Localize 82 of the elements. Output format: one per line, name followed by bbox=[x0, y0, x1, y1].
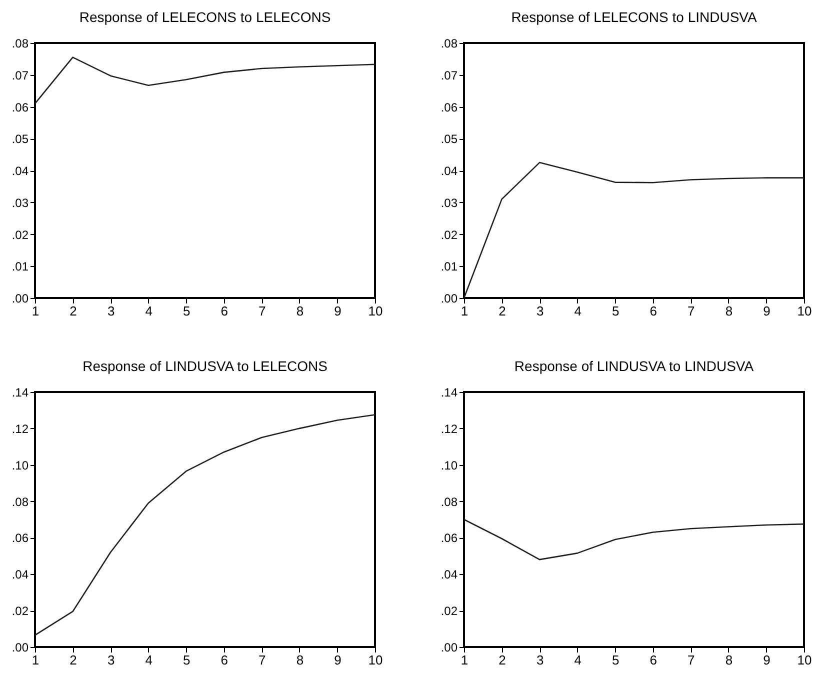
y-tick-label: .00 bbox=[12, 292, 29, 306]
x-tick-label: 1 bbox=[460, 652, 468, 668]
y-tick-label: .08 bbox=[12, 494, 29, 509]
x-tick-label: 10 bbox=[797, 304, 812, 318]
y-tick-label: .06 bbox=[440, 531, 458, 546]
x-tick-label: 9 bbox=[334, 652, 342, 668]
chart-title: Response of LELECONS to LELECONS bbox=[79, 9, 331, 25]
x-tick-label: 8 bbox=[296, 652, 304, 668]
x-tick-label: 7 bbox=[688, 652, 695, 668]
x-tick-label: 6 bbox=[650, 652, 658, 668]
x-tick-label: 10 bbox=[368, 652, 383, 668]
y-tick-label: .14 bbox=[12, 386, 29, 400]
y-tick-label: .00 bbox=[12, 640, 29, 654]
chart-title: Response of LINDUSVA to LELECONS bbox=[82, 358, 328, 374]
x-tick-label: 6 bbox=[220, 304, 228, 318]
x-tick-label: 1 bbox=[32, 304, 40, 318]
x-tick-label: 5 bbox=[182, 652, 190, 668]
x-tick-label: 9 bbox=[763, 652, 770, 668]
y-tick-label: .01 bbox=[12, 260, 29, 274]
x-tick-label: 4 bbox=[574, 304, 582, 318]
x-tick-label: 3 bbox=[536, 652, 544, 668]
chart-title: Response of LINDUSVA to LINDUSVA bbox=[514, 358, 754, 374]
y-tick-label: .12 bbox=[12, 422, 29, 436]
line-series bbox=[464, 518, 804, 560]
y-tick-label: .06 bbox=[440, 100, 458, 114]
y-tick-label: .04 bbox=[12, 164, 29, 178]
line-series bbox=[35, 56, 375, 104]
line-series bbox=[464, 162, 804, 298]
x-tick-label: 4 bbox=[574, 652, 582, 668]
y-tick-label: .05 bbox=[12, 132, 29, 146]
y-tick-label: .02 bbox=[440, 228, 458, 242]
y-tick-label: .06 bbox=[12, 531, 29, 546]
x-tick-label: 5 bbox=[182, 304, 190, 318]
x-tick-label: 1 bbox=[460, 304, 468, 318]
y-tick-label: .02 bbox=[12, 604, 29, 618]
x-tick-label: 3 bbox=[536, 304, 544, 318]
x-tick-label: 7 bbox=[688, 304, 695, 318]
x-tick-label: 2 bbox=[498, 304, 506, 318]
y-tick-label: .05 bbox=[440, 132, 458, 146]
y-tick-label: .04 bbox=[440, 164, 458, 178]
x-tick-label: 8 bbox=[725, 304, 733, 318]
x-tick-label: 3 bbox=[107, 304, 115, 318]
x-tick-label: 8 bbox=[296, 304, 304, 318]
y-tick-label: .02 bbox=[440, 604, 458, 618]
x-tick-label: 1 bbox=[32, 652, 40, 668]
chart-title: Response of LELECONS to LINDUSVA bbox=[511, 9, 758, 25]
y-tick-label: .01 bbox=[440, 260, 458, 274]
x-tick-label: 4 bbox=[145, 652, 152, 668]
y-tick-label: .03 bbox=[440, 196, 458, 210]
y-tick-label: .10 bbox=[12, 458, 29, 472]
line-series bbox=[35, 414, 375, 636]
x-tick-label: 9 bbox=[334, 304, 342, 318]
x-tick-label: 5 bbox=[612, 652, 620, 668]
x-tick-label: 8 bbox=[725, 652, 733, 668]
y-tick-label: .07 bbox=[12, 68, 29, 82]
y-tick-label: .04 bbox=[12, 568, 29, 582]
y-tick-label: .00 bbox=[440, 292, 458, 306]
y-tick-label: .04 bbox=[440, 568, 458, 582]
x-tick-label: 6 bbox=[650, 304, 658, 318]
y-tick-label: .07 bbox=[440, 68, 458, 82]
x-tick-label: 7 bbox=[258, 304, 266, 318]
y-tick-label: .00 bbox=[440, 640, 458, 654]
y-tick-label: .03 bbox=[12, 196, 29, 210]
x-tick-label: 7 bbox=[258, 652, 266, 668]
y-tick-label: .10 bbox=[440, 458, 458, 472]
x-tick-label: 6 bbox=[220, 652, 228, 668]
y-tick-label: .02 bbox=[12, 228, 29, 242]
x-tick-label: 3 bbox=[107, 652, 115, 668]
x-tick-label: 10 bbox=[797, 652, 812, 668]
x-tick-label: 10 bbox=[368, 304, 383, 318]
x-tick-label: 4 bbox=[145, 304, 152, 318]
x-tick-label: 5 bbox=[612, 304, 620, 318]
y-tick-label: .08 bbox=[440, 36, 458, 50]
y-tick-label: .14 bbox=[440, 386, 458, 400]
y-tick-label: .12 bbox=[440, 422, 458, 436]
y-tick-label: .06 bbox=[12, 100, 29, 114]
x-tick-label: 2 bbox=[498, 652, 506, 668]
x-tick-label: 9 bbox=[763, 304, 770, 318]
y-tick-label: .08 bbox=[12, 36, 29, 50]
x-tick-label: 2 bbox=[70, 652, 77, 668]
x-tick-label: 2 bbox=[70, 304, 77, 318]
y-tick-label: .08 bbox=[440, 494, 458, 509]
